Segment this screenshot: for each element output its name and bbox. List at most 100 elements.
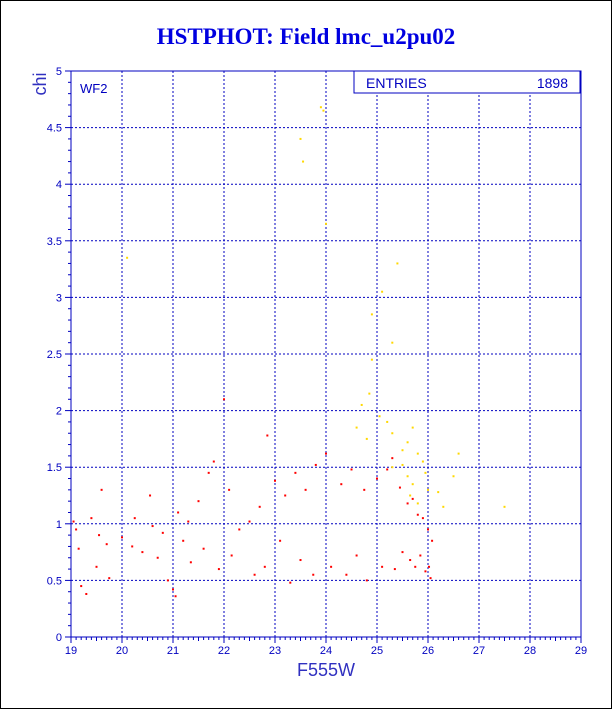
data-point: [350, 468, 353, 471]
data-point: [325, 222, 327, 225]
data-point: [174, 595, 177, 598]
grid: [65, 70, 582, 643]
data-point: [381, 565, 384, 568]
data-point: [398, 486, 401, 489]
data-point: [409, 494, 412, 497]
data-point: [72, 520, 75, 523]
data-point: [161, 531, 164, 534]
data-point: [345, 573, 348, 576]
data-point: [100, 488, 103, 491]
y-axis-label: chi: [30, 72, 50, 95]
data-point: [274, 479, 276, 482]
x-tick-label: 25: [371, 645, 383, 657]
data-point: [401, 463, 404, 466]
data-point: [105, 543, 108, 546]
x-tick-label: 23: [269, 645, 281, 657]
series-1: [126, 106, 506, 508]
data-point: [406, 502, 409, 505]
y-tick-label: 5: [56, 66, 62, 78]
y-tick-label: 1: [56, 519, 62, 531]
data-point: [202, 547, 205, 550]
y-tick-label: 0.5: [47, 575, 62, 587]
data-point: [189, 561, 192, 564]
data-point: [330, 565, 333, 568]
stats-label: ENTRIES: [366, 75, 427, 91]
data-point: [391, 341, 394, 344]
data-point: [411, 483, 414, 486]
data-point: [409, 559, 412, 562]
x-tick-label: 20: [116, 645, 128, 657]
data-point: [386, 420, 389, 423]
x-tick-label: 28: [524, 645, 536, 657]
data-point: [355, 554, 358, 557]
data-point: [406, 475, 409, 478]
data-point: [108, 577, 111, 580]
stats-box: [353, 70, 581, 94]
data-point: [121, 536, 123, 539]
data-point: [503, 505, 506, 508]
x-tick-labels: 19 20 21 22 23 24 25 26 27 28 29: [65, 645, 587, 657]
data-point: [391, 432, 394, 435]
data-point: [411, 426, 414, 429]
data-point: [126, 256, 129, 259]
data-point: [428, 565, 431, 568]
y-tick-label: 4.5: [47, 123, 62, 135]
x-axis-label: F555W: [297, 660, 355, 680]
data-point: [360, 403, 363, 406]
data-point: [429, 577, 432, 580]
data-point: [322, 109, 325, 112]
data-point: [427, 528, 429, 531]
data-point: [312, 573, 315, 576]
data-point: [141, 551, 144, 554]
x-tick-label: 26: [422, 645, 434, 657]
data-point: [368, 392, 371, 395]
data-point: [177, 511, 180, 514]
chart-title: HSTPHOT: Field lmc_u2pu02: [156, 24, 456, 49]
series-0: [72, 398, 434, 598]
data-point: [95, 565, 98, 568]
data-point: [424, 471, 427, 474]
data-point: [401, 551, 404, 554]
data-point: [416, 513, 419, 516]
data-point: [133, 517, 136, 520]
data-point: [149, 494, 152, 497]
data-point: [207, 471, 210, 474]
data-point: [131, 545, 134, 548]
data-point: [421, 517, 424, 520]
data-point: [431, 539, 434, 542]
data-point: [77, 547, 80, 550]
data-point: [365, 579, 368, 582]
data-point: [182, 539, 185, 542]
data-point: [212, 460, 215, 463]
x-tick-label: 27: [473, 645, 485, 657]
data-point: [457, 452, 460, 455]
data-point: [294, 471, 297, 474]
data-point: [284, 494, 287, 497]
data-point: [365, 437, 368, 440]
data-point: [304, 488, 307, 491]
data-point: [419, 554, 422, 557]
data-point: [340, 483, 343, 486]
data-point: [90, 517, 93, 520]
y-tick-label: 3: [56, 292, 62, 304]
stats-value: 1898: [537, 75, 568, 91]
data-point: [421, 460, 424, 463]
data-point: [258, 505, 261, 508]
data-point: [289, 581, 292, 584]
data-point: [80, 585, 83, 588]
data-point: [302, 160, 305, 163]
data-point: [319, 106, 322, 109]
data-point: [187, 520, 190, 523]
y-tick-labels: 0 0.5 1 1.5 2 2.5 3 3.5 4 4.5 5: [47, 66, 62, 644]
data-point: [427, 488, 429, 491]
y-tick-label: 3.5: [47, 236, 62, 248]
data-point: [381, 290, 384, 293]
data-point: [325, 452, 327, 455]
data-point: [416, 452, 419, 455]
data-point: [406, 441, 409, 444]
x-tick-label: 19: [65, 645, 77, 657]
data-point: [263, 565, 266, 568]
y-tick-label: 0: [56, 632, 62, 644]
data-point: [166, 579, 169, 582]
